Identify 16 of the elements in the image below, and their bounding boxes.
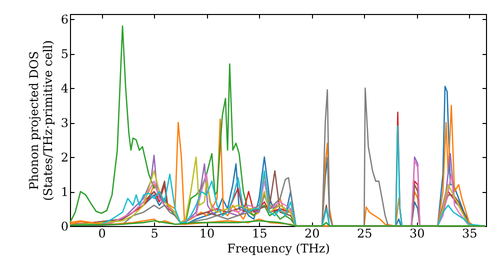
x-tick-label: 30 bbox=[410, 226, 425, 240]
x-tick-label: 35 bbox=[462, 226, 478, 240]
y-tick-label: 1 bbox=[60, 185, 68, 200]
x-tick-label: 15 bbox=[252, 226, 268, 240]
y-tick-label: 2 bbox=[60, 150, 68, 165]
y-axis-title: Phonon projected DOS (States/THz·primitive cell) bbox=[26, 40, 55, 201]
x-tick-label: 5 bbox=[150, 226, 158, 240]
x-axis-title: Frequency (THz) bbox=[227, 242, 330, 256]
y-tick-label: 3 bbox=[60, 116, 68, 130]
x-tick-label: 10 bbox=[199, 226, 215, 240]
y-tick-label: 5 bbox=[60, 47, 68, 62]
y-tick-label: 6 bbox=[60, 12, 68, 27]
x-tick-label: 25 bbox=[357, 226, 372, 240]
x-tick-label: 20 bbox=[304, 226, 320, 240]
y-tick-label: 4 bbox=[60, 82, 69, 96]
x-tick-label: 0 bbox=[98, 226, 106, 240]
